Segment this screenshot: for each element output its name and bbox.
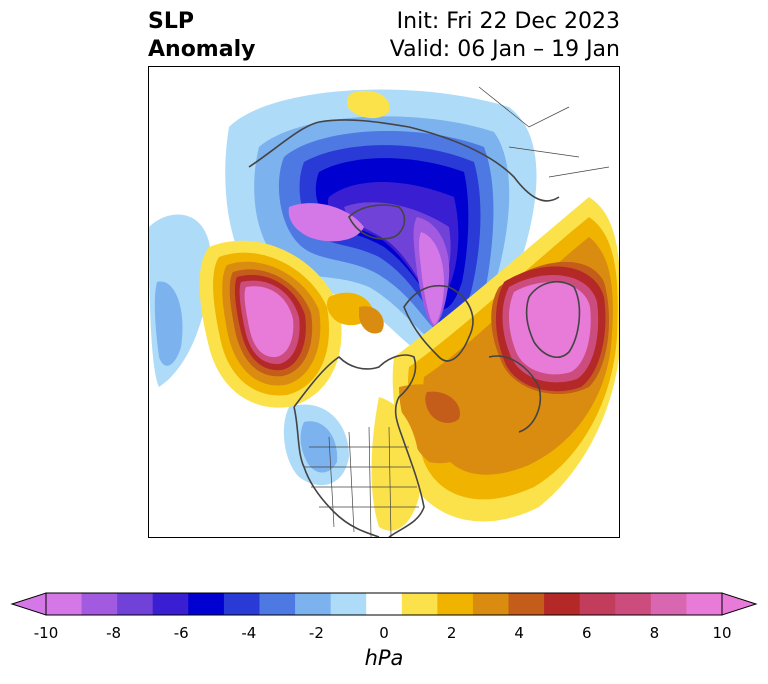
colorbar-segment <box>508 593 545 615</box>
colorbar-tick-label: 2 <box>446 624 457 642</box>
anomaly-map <box>148 66 620 538</box>
map-canvas <box>149 86 619 537</box>
colorbar-segment <box>46 593 83 615</box>
colorbar-segment <box>81 593 118 615</box>
colorbar-segment <box>579 593 616 615</box>
colorbar-tick-label: 0 <box>379 624 389 642</box>
colorbar-tick-label: 4 <box>514 624 524 642</box>
colorbar <box>0 585 768 675</box>
colorbar-tick-label: -10 <box>33 624 59 642</box>
colorbar-segment <box>117 593 154 615</box>
colorbar-segment <box>152 593 189 615</box>
colorbar-arrow-low <box>10 592 47 616</box>
colorbar-tick-label: -8 <box>106 624 122 642</box>
colorbar-segment <box>544 593 581 615</box>
valid-range: Valid: 06 Jan – 19 Jan <box>389 37 620 62</box>
colorbar-svg <box>10 592 758 616</box>
colorbar-segment <box>259 593 296 615</box>
colorbar-segment <box>615 593 652 615</box>
colorbar-unit: hPa <box>364 646 404 670</box>
colorbar-tick-label: 6 <box>582 624 592 642</box>
colorbar-segment <box>472 593 510 615</box>
title-anomaly: Anomaly <box>148 37 256 62</box>
title-right: Init: Fri 22 Dec 2023 Valid: 06 Jan – 19… <box>390 8 620 64</box>
colorbar-tick-label: -2 <box>308 624 324 642</box>
colorbar-arrow-high <box>721 592 758 616</box>
colorbar-segment <box>223 593 260 615</box>
negative-anomaly-field <box>149 89 537 486</box>
colorbar-border <box>45 592 723 616</box>
colorbar-segment <box>295 593 332 615</box>
title-slp: SLP <box>148 9 194 34</box>
colorbar-tick-label: -4 <box>241 624 257 642</box>
positive-anomaly-field <box>199 197 619 531</box>
colorbar-segment <box>188 593 225 615</box>
colorbar-segment <box>650 593 687 615</box>
colorbar-tick-label: 8 <box>649 624 660 642</box>
title-left: SLP Anomaly <box>148 8 255 64</box>
colorbar-segment <box>366 593 403 615</box>
colorbar-segment <box>686 593 723 615</box>
colorbar-tick-label: 10 <box>712 624 732 642</box>
state-borders <box>304 86 610 537</box>
init-date: Init: Fri 22 Dec 2023 <box>396 9 620 34</box>
colorbar-segment <box>437 593 474 615</box>
coastlines <box>248 119 581 537</box>
colorbar-tick-label: -6 <box>173 624 189 642</box>
colorbar-segment <box>401 593 438 615</box>
colorbar-segment <box>330 593 367 615</box>
